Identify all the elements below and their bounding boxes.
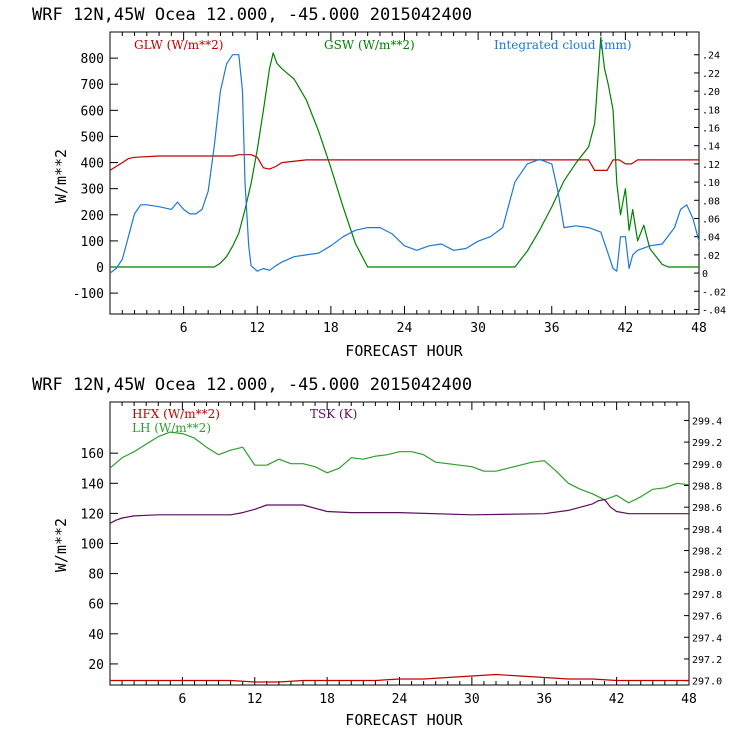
bottom-x-tick-label: 36 [536, 692, 552, 707]
top-y2-tick-label: 0 [702, 269, 708, 280]
top-y2-tick-label: -.04 [702, 305, 726, 316]
top-y-tick-label: -100 [73, 287, 104, 302]
top-y2-tick-label: .12 [702, 160, 720, 171]
top-x-axis-label: FORECAST HOUR [345, 342, 463, 360]
bottom-y-axis-label: W/m**2 [52, 518, 70, 572]
bottom-y2-tick-label: 298.4 [692, 525, 722, 536]
top-y-tick-label: 700 [81, 78, 104, 93]
bottom-x-tick-label: 12 [247, 692, 263, 707]
top-x-tick-label: 6 [180, 321, 188, 336]
bottom-y2-tick-label: 298.2 [692, 547, 722, 558]
top-series-line-gsw [110, 36, 699, 268]
top-x-tick-label: 48 [691, 321, 707, 336]
top-y-tick-label: 100 [81, 235, 104, 250]
legend-glw: GLW (W/m**2) [134, 38, 223, 52]
bottom-y2-tick-label: 297.8 [692, 590, 722, 601]
top-y2-tick-label: .24 [702, 51, 720, 62]
bottom-y2-tick-label: 299.4 [692, 416, 722, 427]
bottom-y-tick-label: 20 [88, 658, 104, 673]
legend-gsw: GSW (W/m**2) [324, 38, 415, 52]
bottom-chart-title: WRF 12N,45W Ocea 12.000, -45.000 2015042… [32, 375, 472, 395]
top-x-tick-label: 12 [249, 321, 265, 336]
bottom-y-tick-label: 60 [88, 598, 104, 613]
bottom-y2-tick-label: 298.0 [692, 568, 722, 579]
top-y-tick-label: 200 [81, 209, 104, 224]
top-y2-tick-label: .04 [702, 233, 720, 244]
bottom-x-tick-label: 18 [319, 692, 335, 707]
top-y-tick-label: 500 [81, 130, 104, 145]
top-x-tick-label: 36 [544, 321, 560, 336]
top-y-tick-label: 300 [81, 183, 104, 198]
bottom-x-tick-label: 42 [609, 692, 625, 707]
top-y2-tick-label: .22 [702, 69, 720, 80]
bottom-series-line-hfx [110, 673, 689, 683]
top-x-tick-label: 30 [470, 321, 486, 336]
top-y2-tick-label: .02 [702, 251, 720, 262]
bottom-x-tick-label: 6 [178, 692, 186, 707]
legend-tsk: TSK (K) [310, 407, 357, 421]
legend-lh: LH (W/m**2) [132, 421, 211, 435]
top-y2-tick-label: .18 [702, 105, 720, 116]
top-y2-tick-label: .14 [702, 142, 720, 153]
bottom-y-tick-label: 100 [81, 538, 104, 553]
top-x-tick-label: 24 [397, 321, 413, 336]
bottom-x-tick-label: 24 [392, 692, 408, 707]
top-y2-tick-label: -.02 [702, 287, 726, 298]
top-y2-tick-label: .06 [702, 214, 720, 225]
top-y-tick-label: 600 [81, 104, 104, 119]
bottom-y2-tick-label: 299.2 [692, 438, 722, 449]
top-y2-tick-label: .10 [702, 178, 720, 189]
top-y-axis-label: W/m**2 [52, 149, 70, 203]
top-x-tick-label: 18 [323, 321, 339, 336]
bottom-y-tick-label: 160 [81, 447, 104, 462]
top-y2-tick-label: .20 [702, 87, 720, 98]
bottom-y2-tick-label: 297.4 [692, 633, 722, 644]
bottom-y-tick-label: 40 [88, 628, 104, 643]
top-y2-tick-label: .16 [702, 124, 720, 135]
top-chart-title: WRF 12N,45W Ocea 12.000, -45.000 2015042… [32, 5, 472, 25]
legend-hfx: HFX (W/m**2) [132, 407, 220, 421]
top-y2-tick-label: .08 [702, 196, 720, 207]
top-y-tick-label: 800 [81, 52, 104, 67]
top-x-tick-label: 42 [618, 321, 634, 336]
legend-integrated-cloud: Integrated cloud (mm) [494, 38, 632, 52]
top-y-tick-label: 400 [81, 157, 104, 172]
bottom-x-tick-label: 30 [464, 692, 480, 707]
top-y-tick-label: 0 [96, 261, 104, 276]
bottom-y-tick-label: 80 [88, 568, 104, 583]
bottom-series-line-tsk [109, 499, 689, 524]
bottom-x-axis-label: FORECAST HOUR [345, 711, 463, 729]
bottom-chart: WRF 12N,45W Ocea 12.000, -45.000 2015042… [32, 375, 722, 729]
bottom-y2-tick-label: 299.0 [692, 460, 722, 471]
bottom-y2-tick-label: 297.0 [692, 677, 722, 688]
bottom-x-tick-label: 48 [681, 692, 697, 707]
bottom-y2-tick-label: 298.6 [692, 503, 722, 514]
top-chart: WRF 12N,45W Ocea 12.000, -45.000 2015042… [32, 5, 726, 360]
bottom-y-tick-label: 120 [81, 507, 104, 522]
bottom-y-tick-label: 140 [81, 477, 104, 492]
bottom-y2-tick-label: 297.2 [692, 655, 722, 666]
bottom-y2-tick-label: 297.6 [692, 612, 722, 623]
top-series-line-glw [109, 154, 699, 171]
top-series-line-integrated [109, 54, 700, 274]
bottom-y2-tick-label: 298.8 [692, 481, 722, 492]
bottom-series-line-lh [109, 431, 690, 504]
